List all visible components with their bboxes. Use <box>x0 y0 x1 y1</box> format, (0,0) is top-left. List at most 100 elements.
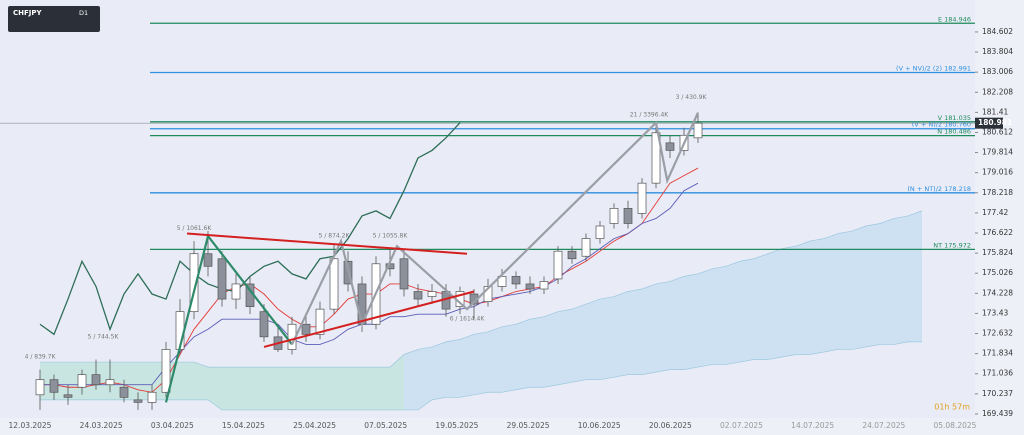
cloud <box>768 248 782 360</box>
annotation: 3 / 430.9K <box>676 94 708 101</box>
trendline <box>186 232 468 255</box>
cloud <box>348 367 362 410</box>
candle-body <box>147 391 157 403</box>
candle-body <box>189 253 199 313</box>
timer: 01h 57m <box>934 403 970 412</box>
cloud <box>194 362 208 400</box>
y-tick-label: 171.834 <box>982 349 1013 358</box>
cloud <box>488 326 502 393</box>
timeframe[interactable]: D1 <box>79 9 88 17</box>
annotation: 5 / 1061.6K <box>177 225 213 232</box>
annotation: 6 / 1614.4K <box>450 316 486 323</box>
y-tick-label: 175.824 <box>982 248 1013 257</box>
cloud <box>558 309 572 385</box>
annotation: 5 / 744.5K <box>88 333 120 340</box>
y-tick-label: 174.228 <box>982 288 1013 297</box>
annotation: 5 / 1055.8K <box>373 233 409 240</box>
candle-body <box>301 323 311 335</box>
x-tick-label: 25.04.2025 <box>293 421 336 430</box>
cloud <box>782 246 796 358</box>
trendline <box>263 290 475 348</box>
cloud <box>796 241 810 355</box>
cloud <box>390 354 404 410</box>
candle-body <box>511 276 521 285</box>
price-axis <box>975 0 1024 435</box>
symbol: CHFJPY <box>13 9 43 17</box>
x-tick-label: 12.03.2025 <box>9 421 52 430</box>
cloud <box>544 311 558 388</box>
candle-body <box>119 386 129 398</box>
price-box <box>975 117 1003 129</box>
cloud <box>292 367 306 410</box>
cloud <box>222 367 236 410</box>
y-tick-label: 177.42 <box>982 208 1008 217</box>
candle-body <box>203 253 213 267</box>
x-tick-label: 29.05.2025 <box>507 421 550 430</box>
cloud <box>264 367 278 410</box>
candle-body <box>567 250 577 260</box>
cloud <box>96 362 110 400</box>
cloud <box>460 334 474 398</box>
cloud <box>236 367 250 410</box>
price-label: 180.981 <box>978 118 1012 127</box>
candle-body <box>231 283 241 300</box>
annotation: 4 / 839.7K <box>25 354 57 361</box>
y-tick-label: 172.632 <box>982 329 1013 338</box>
level-label: V 181.035 <box>938 114 971 122</box>
cloud <box>404 349 418 410</box>
cloud <box>586 299 600 380</box>
x-tick-label: 24.03.2025 <box>80 421 123 430</box>
cloud-upper <box>40 210 923 368</box>
y-tick-label: 183.804 <box>982 47 1013 56</box>
x-tick-label: 20.06.2025 <box>649 421 692 430</box>
candle-body <box>651 132 661 184</box>
y-tick-label: 179.016 <box>982 168 1013 177</box>
y-tick-label: 179.814 <box>982 148 1013 157</box>
cloud <box>614 291 628 378</box>
candle-body <box>539 281 549 290</box>
y-tick-label: 175.026 <box>982 268 1013 277</box>
candle-body <box>315 308 325 335</box>
cloud <box>754 253 768 360</box>
candle-body <box>497 276 507 287</box>
cloud <box>656 281 670 373</box>
y-tick-label: 181.41 <box>982 107 1008 116</box>
candle-body <box>609 208 619 224</box>
y-tick-label: 170.237 <box>982 389 1013 398</box>
candle-body <box>623 208 633 224</box>
cloud <box>474 331 488 395</box>
indicator-line <box>40 167 699 393</box>
x-tick-label: 02.07.2025 <box>720 421 763 430</box>
toolbar[interactable] <box>8 6 100 32</box>
candle-body <box>637 182 647 214</box>
y-tick-label: 171.036 <box>982 369 1013 378</box>
annotation: 5 / 874.2K <box>319 233 351 240</box>
level-label: N 180.486 <box>937 128 971 136</box>
cloud <box>334 367 348 410</box>
level-label: (N + NT)/2 178.218 <box>907 185 971 193</box>
level-label: (V + NV)/2 (2) 182.991 <box>896 65 971 73</box>
annotation: 21 / 3396.4K <box>630 112 669 119</box>
level-label: (V + N)/2 180.760 <box>912 121 971 129</box>
cloud <box>824 233 838 352</box>
cloud <box>516 319 530 390</box>
candle-body <box>525 283 535 290</box>
wave <box>164 233 293 403</box>
candle-body <box>581 238 591 257</box>
level-label: E 184.946 <box>938 15 971 23</box>
x-tick-label: 15.04.2025 <box>222 421 265 430</box>
cloud <box>712 266 726 365</box>
cloud <box>180 362 194 400</box>
cloud <box>418 346 432 410</box>
cloud <box>670 276 684 370</box>
cloud <box>852 225 866 350</box>
x-tick-label: 10.06.2025 <box>578 421 621 430</box>
candle-body <box>77 374 87 388</box>
y-tick-label: 176.622 <box>982 228 1013 237</box>
cloud <box>82 362 96 400</box>
x-tick-label: 14.07.2025 <box>791 421 834 430</box>
x-tick-label: 19.05.2025 <box>435 421 478 430</box>
cloud <box>502 324 516 393</box>
cloud <box>726 261 740 365</box>
x-tick-label: 07.05.2025 <box>364 421 407 430</box>
